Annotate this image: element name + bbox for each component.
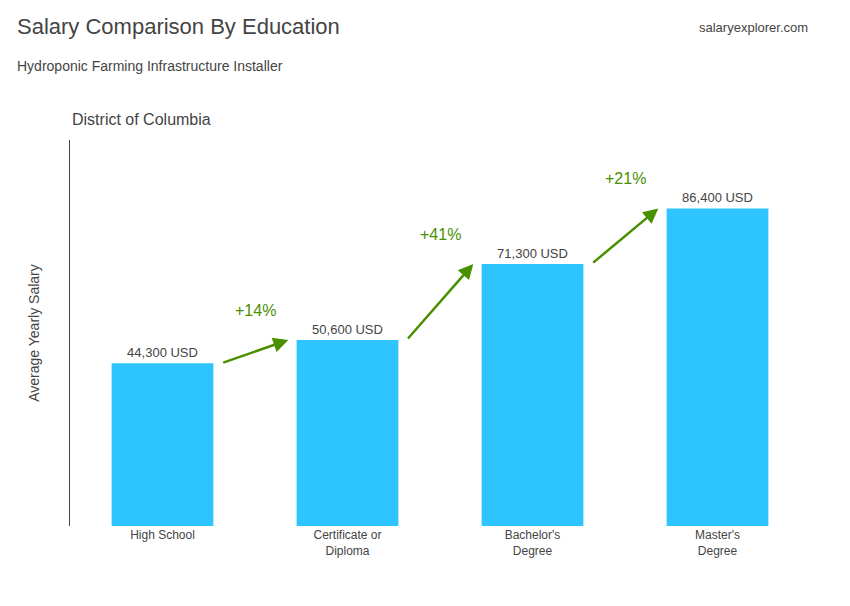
- svg-text:+41%: +41%: [420, 226, 461, 243]
- svg-text:Master'sDegree: Master'sDegree: [695, 528, 740, 558]
- svg-text:Hydroponic Farming Infrastruct: Hydroponic Farming Infrastructure Instal…: [17, 58, 283, 74]
- svg-text:50,600 USD: 50,600 USD: [312, 322, 383, 337]
- svg-text:Bachelor'sDegree: Bachelor'sDegree: [505, 528, 561, 558]
- svg-text:Average Yearly Salary: Average Yearly Salary: [26, 264, 42, 402]
- svg-text:District of Columbia: District of Columbia: [72, 111, 211, 128]
- svg-text:44,300 USD: 44,300 USD: [127, 345, 198, 360]
- svg-text:High School: High School: [130, 528, 195, 542]
- svg-text:71,300 USD: 71,300 USD: [497, 246, 568, 261]
- svg-text:Salary Comparison By Education: Salary Comparison By Education: [17, 14, 340, 39]
- svg-text:86,400 USD: 86,400 USD: [682, 190, 753, 205]
- svg-text:+21%: +21%: [605, 170, 646, 187]
- svg-text:salaryexplorer.com: salaryexplorer.com: [699, 20, 808, 35]
- svg-text:Certificate orDiploma: Certificate orDiploma: [313, 528, 381, 558]
- svg-text:+14%: +14%: [235, 302, 276, 319]
